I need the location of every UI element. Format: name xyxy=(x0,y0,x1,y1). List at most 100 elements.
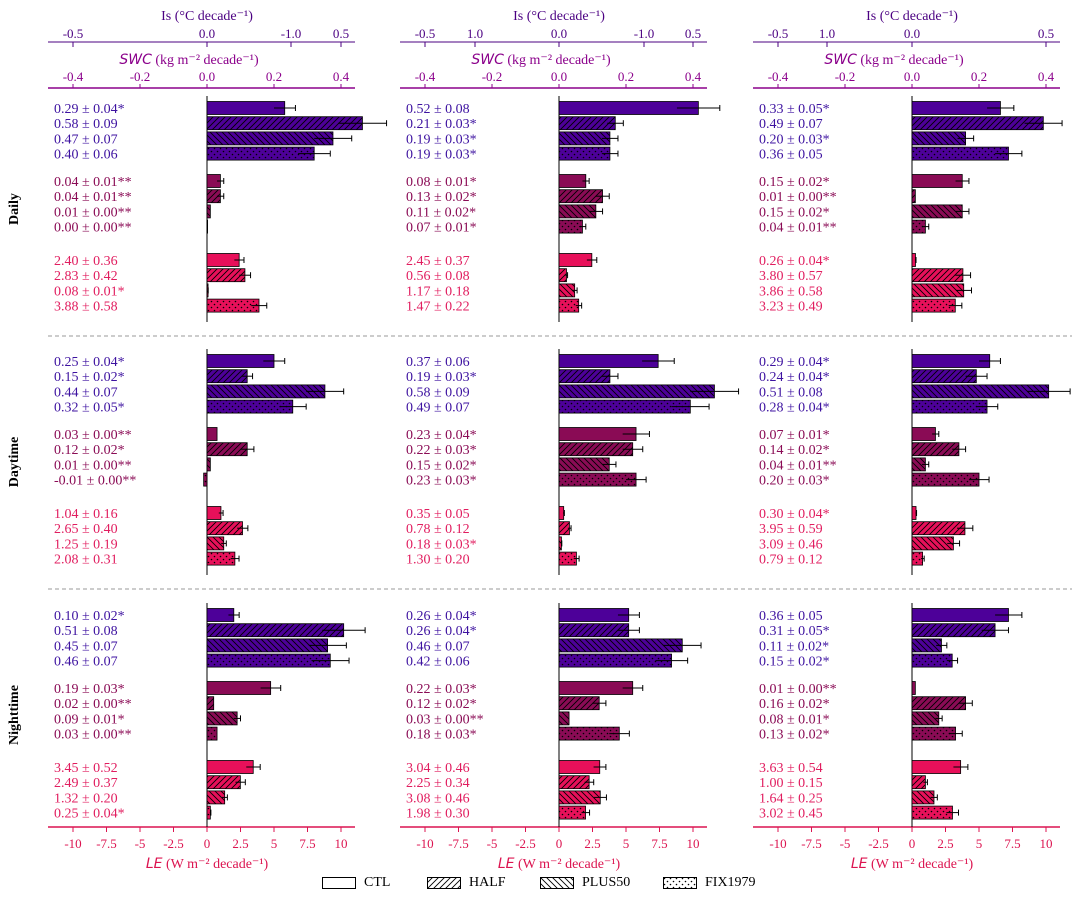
value-label: 0.32 ± 0.05* xyxy=(54,401,125,416)
value-label: 0.08 ± 0.01* xyxy=(54,284,125,299)
swc-tick-label: -0.2 xyxy=(130,69,151,84)
value-label: 0.33 ± 0.05* xyxy=(759,102,830,117)
is-tick-label: -1.0 xyxy=(281,26,302,41)
swc-tick-label: -0.2 xyxy=(482,69,503,84)
is-tick-label: 1.0 xyxy=(819,26,835,41)
value-label: 0.01 ± 0.00** xyxy=(54,458,132,473)
bar xyxy=(911,805,953,820)
value-label: 0.03 ± 0.00** xyxy=(54,428,132,443)
value-label: 2.83 ± 0.42 xyxy=(54,269,118,284)
le-tick-label: 5 xyxy=(271,836,278,851)
bar xyxy=(911,653,953,668)
bar xyxy=(911,146,1009,161)
value-label: 0.26 ± 0.04* xyxy=(406,624,477,639)
value-label: 0.18 ± 0.03* xyxy=(406,537,477,552)
value-label: 0.11 ± 0.02* xyxy=(406,205,476,220)
bar xyxy=(206,298,260,313)
legend-item-ctl: CTL xyxy=(322,872,390,894)
le-tick-label: -10 xyxy=(416,836,433,851)
value-label: 1.04 ± 0.16 xyxy=(54,507,118,522)
value-label: 0.08 ± 0.01* xyxy=(406,175,477,190)
legend-item-plus50: PLUS50 xyxy=(540,872,630,894)
le-tick-label: -5 xyxy=(135,836,146,851)
value-label: 0.26 ± 0.04* xyxy=(406,609,477,624)
value-label: 3.09 ± 0.46 xyxy=(759,537,823,552)
bar xyxy=(911,681,916,695)
value-label: 0.00 ± 0.00** xyxy=(54,221,132,236)
le-tick-label: 0 xyxy=(909,836,916,851)
value-label: 0.07 ± 0.01* xyxy=(759,428,830,443)
value-label: 0.58 ± 0.09 xyxy=(406,385,470,400)
bar xyxy=(206,551,236,566)
bar xyxy=(558,653,672,668)
bar xyxy=(911,506,917,520)
bar xyxy=(911,399,988,414)
value-label: 0.36 ± 0.05 xyxy=(759,148,823,163)
swc-tick-label: 0.4 xyxy=(1038,69,1055,84)
value-label: 3.86 ± 0.58 xyxy=(759,284,823,299)
value-label: 0.04 ± 0.01** xyxy=(759,221,837,236)
value-label: 0.13 ± 0.02* xyxy=(759,728,830,743)
value-label: 3.95 ± 0.59 xyxy=(759,522,823,537)
swc-tick-label: 0.2 xyxy=(266,69,282,84)
le-axis-title: LE (W m⁻² decade⁻¹) xyxy=(498,856,621,872)
bar xyxy=(558,457,610,472)
legend-item-fix1979: FIX1979 xyxy=(663,872,756,894)
value-label: 0.25 ± 0.04* xyxy=(54,807,125,822)
row-label: Daily xyxy=(7,193,22,225)
is-tick-label: 0.5 xyxy=(1038,26,1054,41)
panel-r3-c1: 0.10 ± 0.02*0.51 ± 0.080.45 ± 0.070.46 ±… xyxy=(54,603,366,827)
value-label: 0.45 ± 0.07 xyxy=(54,639,118,654)
value-label: 1.25 ± 0.19 xyxy=(54,537,118,552)
value-label: 1.32 ± 0.20 xyxy=(54,791,118,806)
bar xyxy=(911,760,962,774)
value-label: 0.51 ± 0.08 xyxy=(54,624,118,639)
le-tick-label: 0 xyxy=(556,836,563,851)
panel-r3-c2: 0.26 ± 0.04*0.26 ± 0.04*0.46 ± 0.070.42 … xyxy=(406,603,702,827)
top-axes-col-3: -1.0 -0.5 0.0 0.5 1.0 Is (°C decade⁻¹) SWC (kg… xyxy=(634,9,1060,872)
bar xyxy=(206,204,211,219)
le-axis-title: LE (W m⁻² decade⁻¹) xyxy=(851,856,974,872)
bar xyxy=(206,696,215,711)
swc-axis-title: SWC (kg m⁻² decade⁻¹) xyxy=(824,52,964,68)
value-label: 0.14 ± 0.02* xyxy=(759,443,830,458)
value-label: 0.49 ± 0.07 xyxy=(406,401,470,416)
bar xyxy=(206,726,218,741)
bar xyxy=(911,442,960,457)
swc-tick-label: -0.4 xyxy=(63,69,84,84)
le-tick-label: -7.5 xyxy=(448,836,469,851)
legend-swatch-rect xyxy=(663,877,697,889)
bar xyxy=(911,711,940,726)
value-label: 0.16 ± 0.02* xyxy=(759,697,830,712)
panel-r1-c2: 0.52 ± 0.080.21 ± 0.03*0.19 ± 0.03*0.19 … xyxy=(406,96,721,322)
value-label: 0.28 ± 0.04* xyxy=(759,401,830,416)
value-label: 2.40 ± 0.36 xyxy=(54,254,118,269)
legend-swatch xyxy=(427,877,461,889)
value-label: 0.23 ± 0.03* xyxy=(406,474,477,489)
value-label: 0.79 ± 0.12 xyxy=(759,553,823,568)
value-label: 0.22 ± 0.03* xyxy=(406,443,477,458)
le-tick-label: 7.5 xyxy=(1004,836,1020,851)
is-axis-title: Is (°C decade⁻¹) xyxy=(866,9,958,24)
value-label: 0.36 ± 0.05 xyxy=(759,609,823,624)
le-tick-label: 10 xyxy=(1040,836,1053,851)
bar xyxy=(558,472,637,487)
bar xyxy=(206,427,218,441)
value-label: 0.25 ± 0.04* xyxy=(54,355,125,370)
bar xyxy=(206,101,286,115)
le-tick-label: -10 xyxy=(64,836,81,851)
bar xyxy=(206,369,248,384)
swc-tick-label: 0.4 xyxy=(333,69,350,84)
value-label: 0.01 ± 0.00** xyxy=(759,682,837,697)
value-label: 0.09 ± 0.01* xyxy=(54,712,125,727)
bar xyxy=(206,131,334,146)
value-label: 0.46 ± 0.07 xyxy=(406,639,470,654)
le-tick-label: 7.5 xyxy=(651,836,667,851)
value-label: 0.19 ± 0.03* xyxy=(406,132,477,147)
value-label: 0.31 ± 0.05* xyxy=(759,624,830,639)
value-label: 0.51 ± 0.08 xyxy=(759,385,823,400)
row-label: Daytime xyxy=(7,437,22,488)
bar xyxy=(911,116,1044,131)
value-label: 0.52 ± 0.08 xyxy=(406,102,470,117)
swc-tick-label: 0.0 xyxy=(904,69,920,84)
